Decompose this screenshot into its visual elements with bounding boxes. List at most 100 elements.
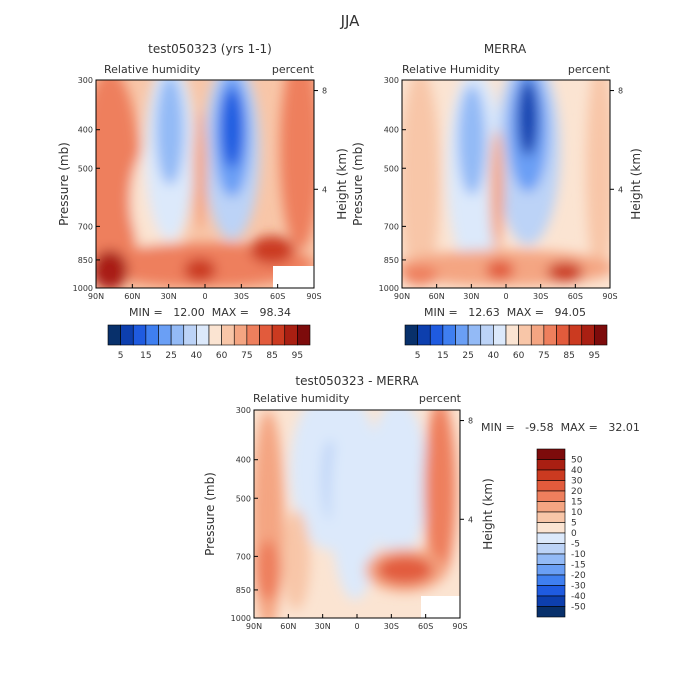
x-tick-label: 30S <box>234 292 249 301</box>
x-tick-label: 60S <box>568 292 583 301</box>
colorbar-label: -20 <box>571 571 586 581</box>
colorbar-label: 85 <box>563 351 574 361</box>
x-tick-label: 0 <box>202 292 207 301</box>
colorbar-box <box>170 324 185 346</box>
colorbar-box <box>493 324 507 346</box>
panel-2-subtitle-right: percent <box>568 63 611 76</box>
y2-tick-label: 4 <box>468 515 473 524</box>
x-tick-label: 90N <box>394 292 410 301</box>
colorbar-box <box>543 324 557 346</box>
x-tick-label: 60S <box>418 622 433 631</box>
y-tick-label: 400 <box>236 456 251 465</box>
panel-2-field <box>402 80 610 288</box>
y-tick-label: 850 <box>78 256 93 265</box>
colorbar-label: 75 <box>241 351 252 361</box>
y-tick-label: 1000 <box>379 284 399 293</box>
y2-tick-label: 8 <box>468 417 473 426</box>
panel-1: test050323 (yrs 1-1) Relative humidity p… <box>57 42 349 361</box>
colorbar-box <box>536 480 566 492</box>
colorbar-label: 0 <box>571 529 577 539</box>
colorbar-label: 20 <box>571 487 583 497</box>
colorbar-label: 25 <box>462 351 473 361</box>
panel-2-y2label: Height (km) <box>629 148 643 219</box>
y-tick-label: 700 <box>384 222 399 231</box>
colorbar-box <box>536 543 566 555</box>
colorbar-label: 5 <box>118 351 124 361</box>
panel-2: MERRA Relative Humidity percent 90N 60N 30… <box>351 42 643 361</box>
colorbar-label: 25 <box>165 351 176 361</box>
colorbar-box <box>221 324 235 346</box>
figure-title: JJA <box>340 12 361 30</box>
panel-2-colorbar: 5 15 25 40 60 75 85 95 <box>404 324 608 361</box>
x-tick-label: 30N <box>315 622 331 631</box>
panel-1-stats: MIN = 12.00 MAX = 98.34 <box>129 306 291 319</box>
colorbar-label: 40 <box>488 351 500 361</box>
colorbar-label: 10 <box>571 508 583 518</box>
panel-3-subtitle-right: percent <box>419 392 462 405</box>
x-tick-label: 90S <box>602 292 617 301</box>
colorbar-box <box>536 490 566 502</box>
colorbar-box <box>536 606 566 618</box>
panel-1-y2label: Height (km) <box>335 148 349 219</box>
colorbar-label: 15 <box>437 351 448 361</box>
colorbar-box <box>208 324 222 346</box>
panel-3-stats: MIN = -9.58 MAX = 32.01 <box>481 421 640 434</box>
colorbar-label: -15 <box>571 561 586 571</box>
x-tick-label: 30N <box>161 292 177 301</box>
panel-1-ylabel: Pressure (mb) <box>57 142 71 226</box>
colorbar-box <box>404 324 418 346</box>
y-tick-label: 500 <box>78 164 93 173</box>
panel-3-title: test050323 - MERRA <box>295 374 419 388</box>
y-tick-label: 1000 <box>231 614 251 623</box>
colorbar-label: 50 <box>571 456 583 466</box>
y2-tick-label: 4 <box>322 185 327 194</box>
colorbar-label: 60 <box>513 351 525 361</box>
colorbar-box <box>467 324 482 346</box>
colorbar-box <box>271 324 286 346</box>
colorbar-box <box>536 595 566 607</box>
colorbar-box <box>145 324 159 346</box>
colorbar-box <box>518 324 532 346</box>
panel-2-title: MERRA <box>484 42 527 56</box>
y-tick-label: 300 <box>236 406 251 415</box>
y-tick-label: 300 <box>78 76 93 85</box>
y-tick-label: 400 <box>78 126 93 135</box>
colorbar-box <box>455 324 469 346</box>
colorbar-label: 30 <box>571 477 583 487</box>
x-tick-label: 60N <box>429 292 445 301</box>
colorbar-label: 60 <box>216 351 228 361</box>
colorbar-box <box>536 585 566 597</box>
colorbar-box <box>183 324 197 346</box>
colorbar-box <box>594 324 608 346</box>
panel-1-title: test050323 (yrs 1-1) <box>148 42 272 56</box>
panel-1-axes: 90N 60N 30N 0 30S 60S 90S 300 400 500 700 850 1000 8 4 <box>73 76 327 301</box>
colorbar-box <box>536 522 566 534</box>
y-tick-label: 400 <box>384 126 399 135</box>
x-tick-label: 90N <box>88 292 104 301</box>
colorbar-label: 15 <box>140 351 151 361</box>
colorbar-label: 5 <box>571 519 577 529</box>
colorbar-box <box>158 324 172 346</box>
colorbar-box <box>536 459 566 471</box>
colorbar-box <box>120 324 134 346</box>
x-tick-label: 30N <box>463 292 479 301</box>
y2-tick-label: 8 <box>322 87 327 96</box>
panel-2-subtitle-left: Relative Humidity <box>402 63 500 76</box>
colorbar-label: 85 <box>266 351 277 361</box>
colorbar-box <box>297 324 311 346</box>
colorbar-box <box>568 324 583 346</box>
panel-1-subtitle-left: Relative humidity <box>104 63 201 76</box>
colorbar-box <box>536 574 566 586</box>
colorbar-box <box>556 324 570 346</box>
colorbar-box <box>417 324 431 346</box>
y-tick-label: 500 <box>384 164 399 173</box>
panel-2-ylabel: Pressure (mb) <box>351 142 365 226</box>
colorbar-box <box>132 324 147 346</box>
x-tick-label: 90N <box>246 622 262 631</box>
panel-1-subtitle-right: percent <box>272 63 315 76</box>
colorbar-box <box>233 324 248 346</box>
x-tick-label: 60N <box>280 622 296 631</box>
colorbar-box <box>536 511 566 523</box>
colorbar-box <box>259 324 273 346</box>
